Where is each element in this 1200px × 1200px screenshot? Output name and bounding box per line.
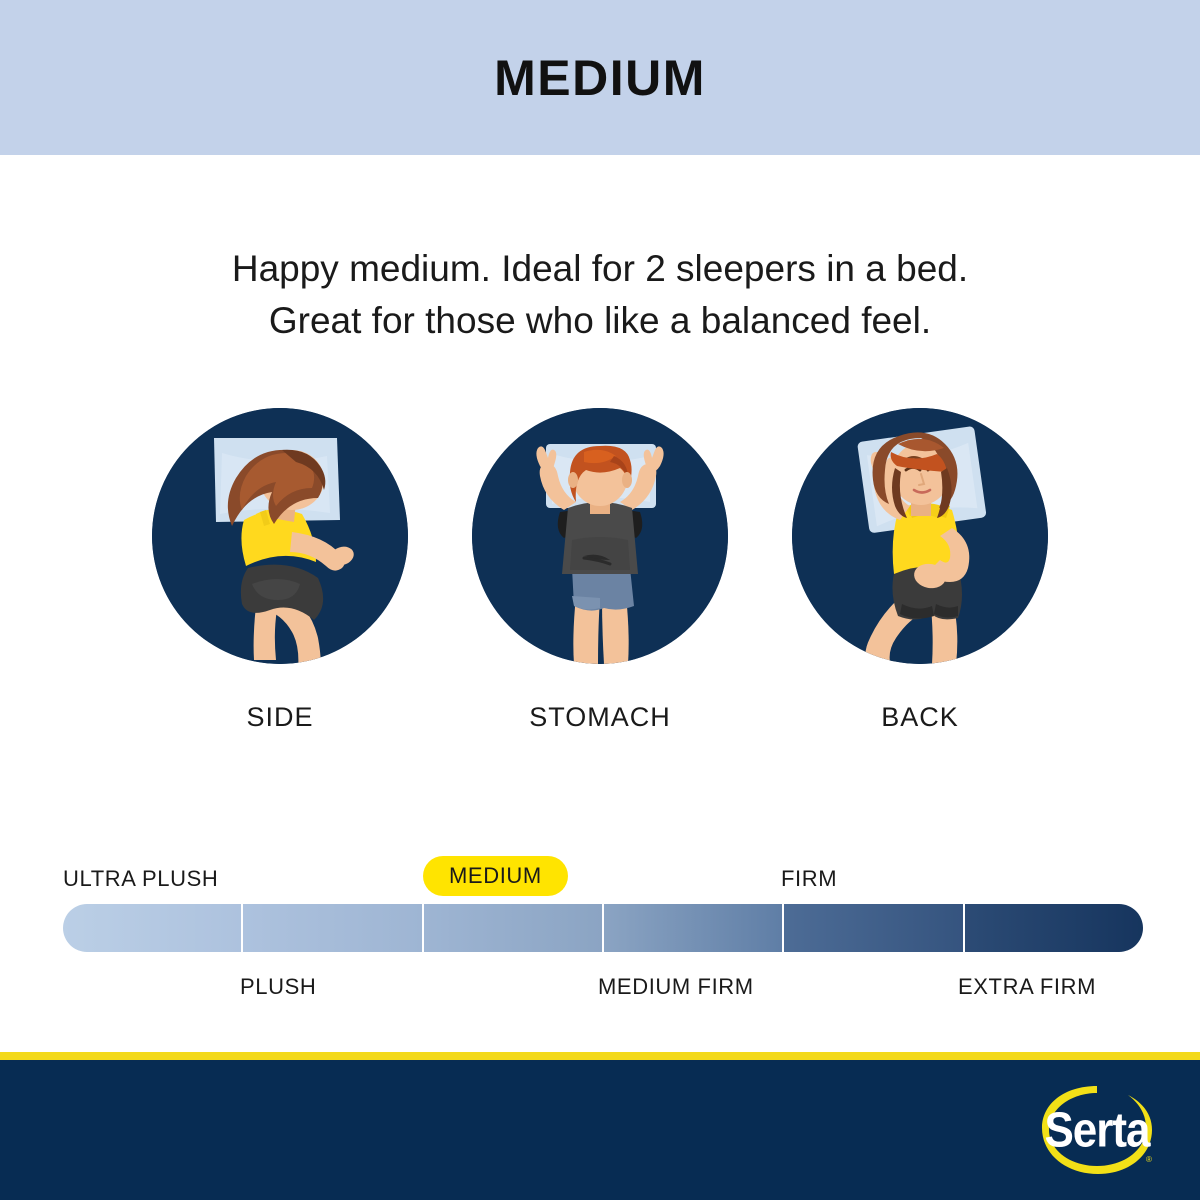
firmness-segment-medium[interactable]	[423, 904, 604, 952]
back-sleeper-icon	[792, 408, 1048, 664]
firmness-scale: ULTRA PLUSH MEDIUM FIRM PLUSH MEDIUM FIR…	[63, 856, 1143, 1008]
sleep-position-card-back[interactable]: BACK	[790, 408, 1050, 733]
side-sleeper-icon	[152, 408, 408, 664]
firmness-label-ultra-plush[interactable]: ULTRA PLUSH	[63, 866, 219, 891]
firmness-labels-bottom: PLUSH MEDIUM FIRM EXTRA FIRM	[63, 968, 1143, 1008]
page-title: MEDIUM	[494, 49, 706, 106]
subtitle-line-2: Great for those who like a balanced feel…	[268, 300, 932, 341]
subtitle-line-1: Happy medium. Ideal for 2 sleepers in a …	[231, 248, 969, 289]
firmness-segment-plush[interactable]	[243, 904, 424, 952]
firmness-labels-top: ULTRA PLUSH MEDIUM FIRM	[63, 856, 1143, 900]
footer-accent-stripe	[0, 1052, 1200, 1060]
firmness-segment-medium-firm[interactable]	[603, 904, 785, 952]
firmness-label-medium-selected[interactable]: MEDIUM	[423, 856, 568, 896]
sleep-position-label-back: BACK	[881, 702, 959, 732]
firmness-label-plush[interactable]: PLUSH	[240, 974, 317, 999]
page-footer	[0, 1060, 1200, 1200]
svg-text:Serta: Serta	[1044, 1102, 1151, 1157]
firmness-bar[interactable]	[63, 904, 1143, 952]
subtitle-block: Happy medium. Ideal for 2 sleepers in a …	[0, 243, 1200, 347]
sleep-position-card-stomach[interactable]: STOMACH	[470, 408, 730, 733]
sleep-position-label-side: SIDE	[246, 702, 314, 732]
firmness-label-medium-firm[interactable]: MEDIUM FIRM	[598, 974, 754, 999]
page-header: MEDIUM	[0, 0, 1200, 155]
firmness-label-firm[interactable]: FIRM	[781, 866, 838, 891]
sleep-position-label-stomach: STOMACH	[529, 702, 671, 732]
sleep-position-card-side[interactable]: SIDE	[150, 408, 410, 733]
trademark-symbol: ®	[1146, 1155, 1152, 1164]
stomach-sleeper-icon	[472, 408, 728, 664]
firmness-label-extra-firm[interactable]: EXTRA FIRM	[958, 974, 1097, 999]
firmness-segment-firm[interactable]	[784, 904, 965, 952]
firmness-segment-extra-firm[interactable]	[964, 904, 1143, 952]
firmness-segment-ultra-plush[interactable]	[63, 904, 244, 952]
sleep-position-list: SIDE	[0, 408, 1200, 733]
serta-logo[interactable]: Serta ®	[1036, 1078, 1158, 1182]
